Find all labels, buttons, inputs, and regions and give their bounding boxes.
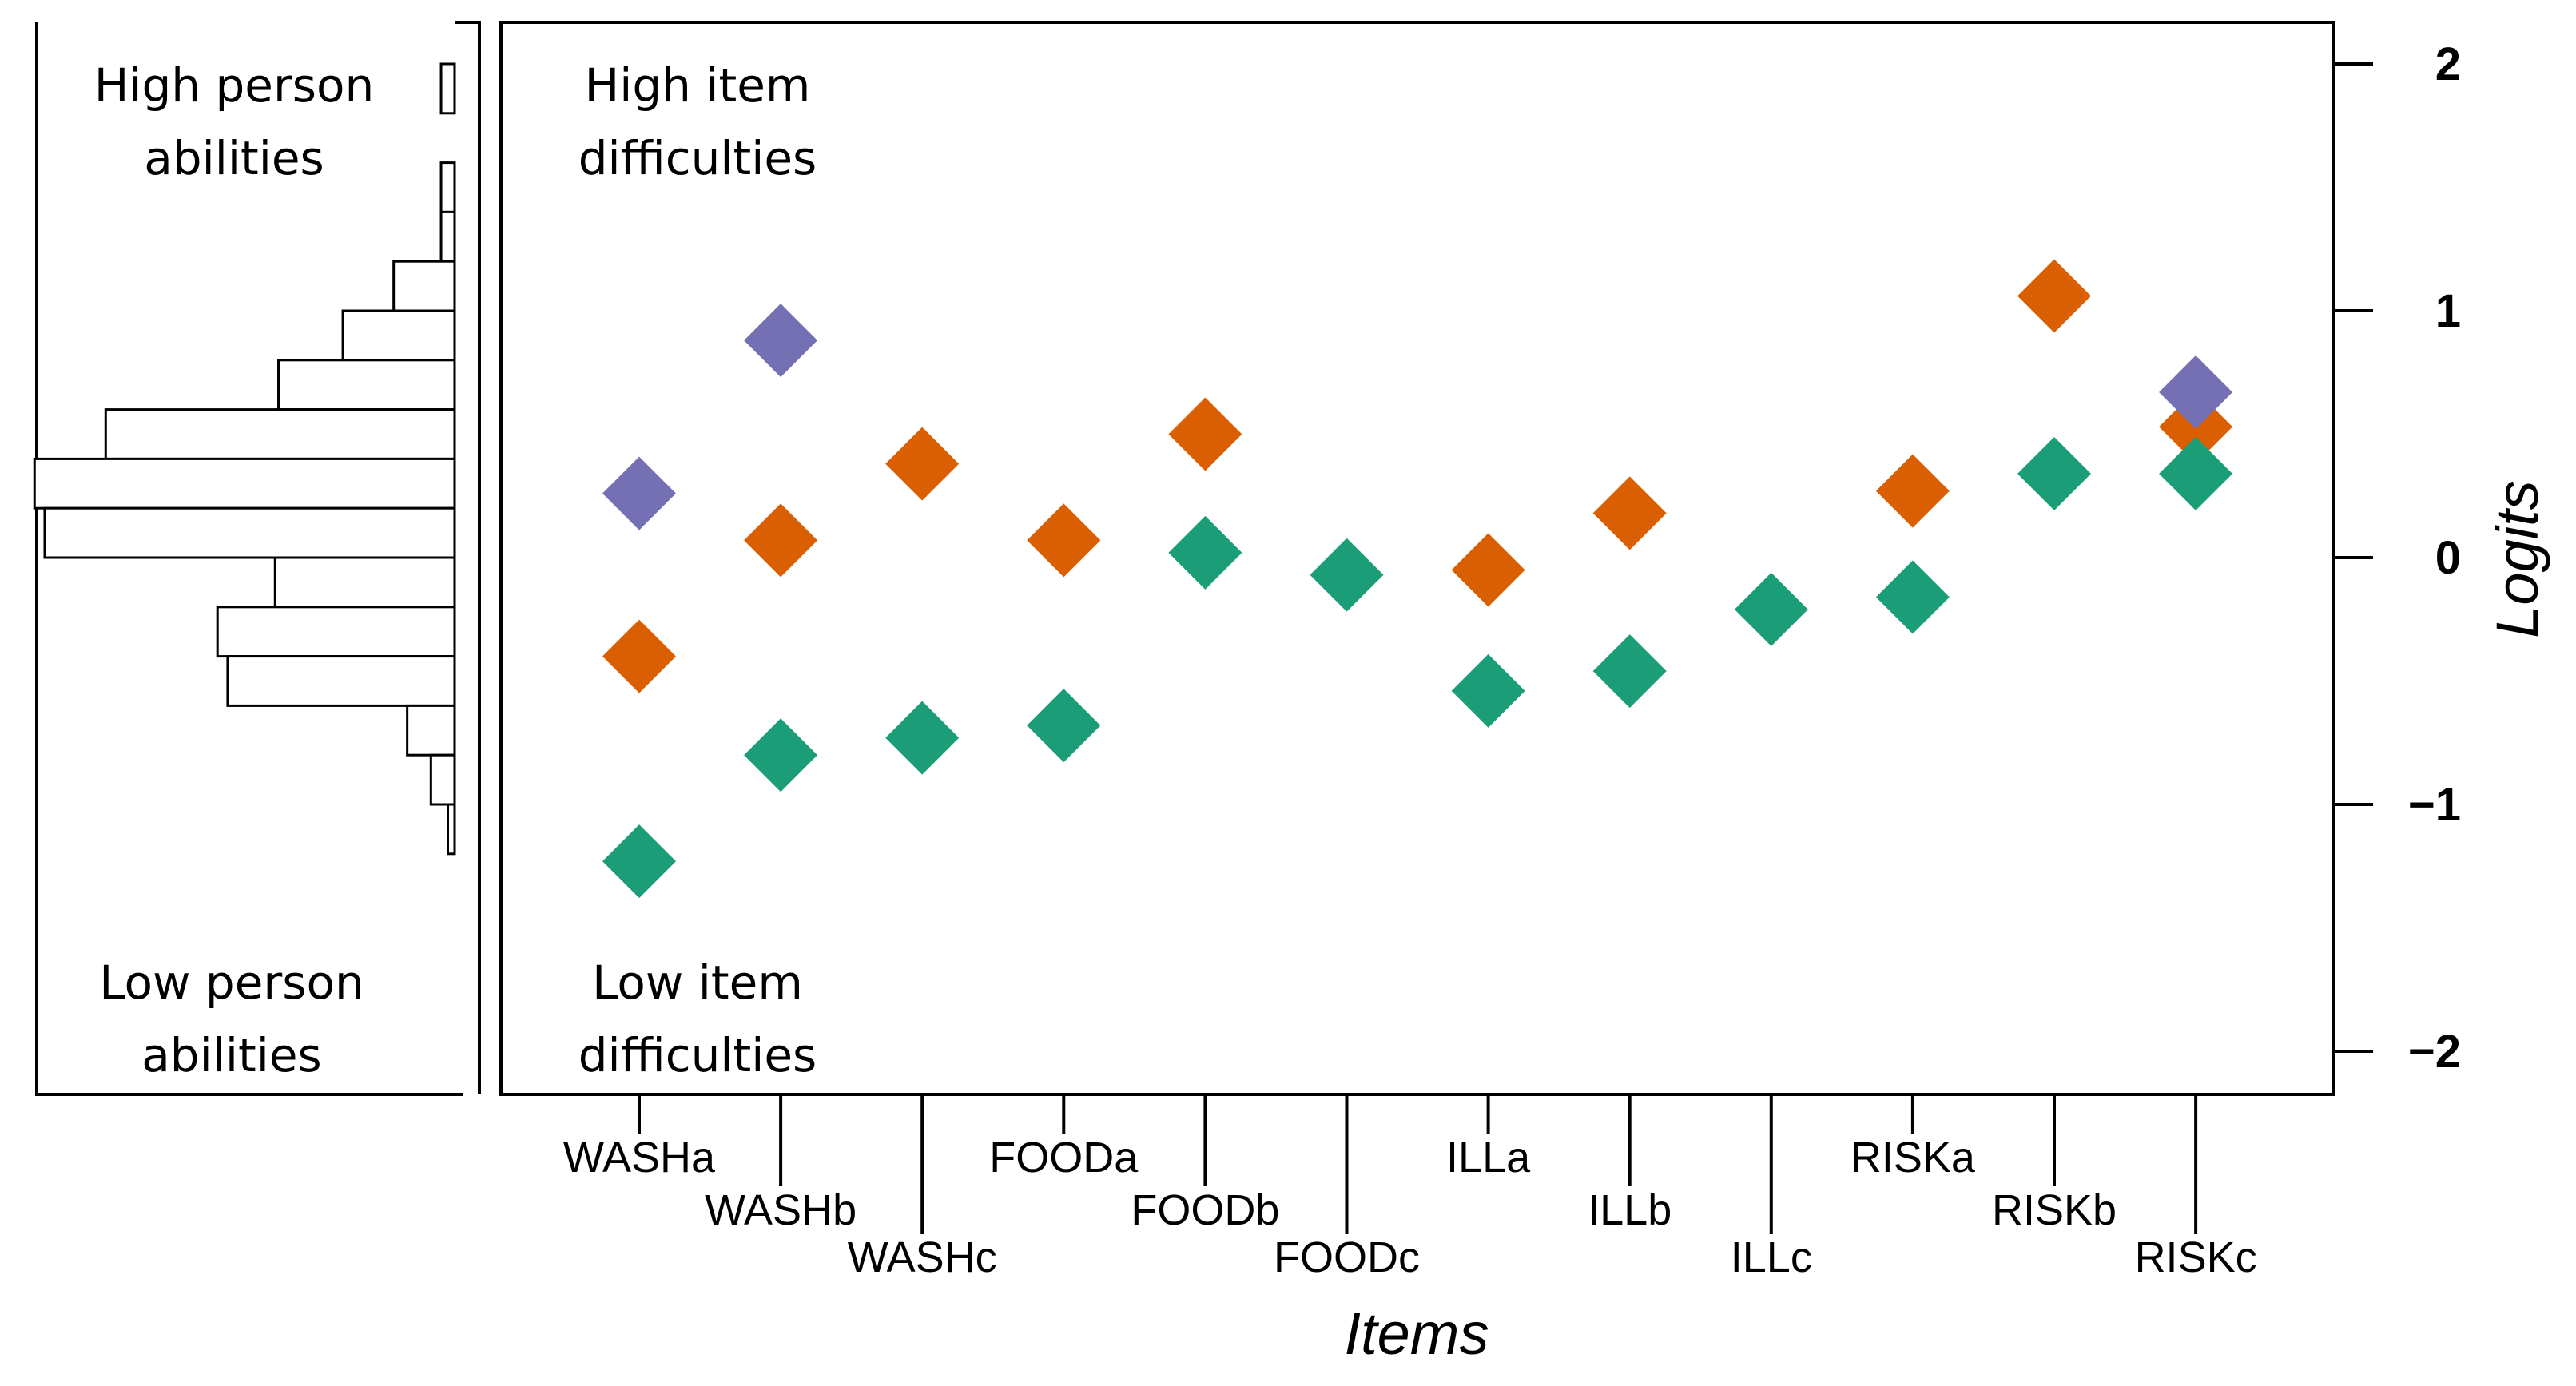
green-point-RISKb [2017,436,2091,510]
person-histogram-panel: High person abilities Low person abiliti… [33,21,481,1096]
orange-point-ILLb [1592,476,1667,550]
high-person-label-line2: abilities [144,131,324,185]
data-points [602,259,2233,899]
purple-point-WASHb [744,304,818,378]
y-tick-label: 0 [2435,532,2461,584]
x-axis-title: Items [1345,1301,1489,1367]
y-axis-title: Logits [2484,480,2550,637]
histogram-bar [216,606,456,658]
y-tick-label: −1 [2408,779,2461,831]
green-point-FOODc [1310,538,1384,612]
high-item-label-line1: High item [585,58,811,113]
x-tick-label: RISKa [1851,1134,1976,1181]
orange-point-WASHb [744,503,818,578]
histogram-bar [104,408,456,460]
orange-point-ILLa [1451,533,1525,607]
purple-point-RISKc [2159,355,2233,429]
low-item-label-line2: difficulties [578,1028,817,1082]
x-tick-label: FOODb [1131,1186,1279,1234]
high-item-label-line2: difficulties [578,131,817,185]
orange-point-WASHa [602,619,676,693]
histogram-frame [35,21,481,1096]
histogram-bar [33,457,456,510]
x-tick-label: ILLc [1731,1233,1812,1281]
y-tick-label: −2 [2408,1026,2461,1078]
x-tick-label: WASHa [563,1134,716,1181]
histogram-bars [33,62,456,856]
logit-axis: 2 1 0 −1 −2 [2333,38,2461,1078]
low-person-label-line1: Low person [99,955,364,1010]
x-tick-label: ILLb [1588,1186,1672,1234]
purple-point-WASHa [602,456,676,530]
y-tick-label: 1 [2435,285,2461,337]
histogram-bar [406,704,456,757]
histogram-bar [447,803,456,856]
x-tick-label: FOODc [1274,1233,1420,1281]
green-point-ILLa [1451,653,1525,728]
green-point-RISKa [1875,560,1950,634]
green-point-ILLb [1592,634,1667,709]
high-person-label-line1: High person [94,58,375,113]
green-point-WASHa [602,824,676,899]
orange-point-WASHc [885,427,960,501]
y-tick-label: 2 [2435,38,2461,90]
histogram-bar [273,556,456,609]
histogram-bar [429,753,456,806]
x-tick-label: WASHb [705,1186,857,1234]
green-point-RISKc [2159,436,2233,510]
histogram-bar [277,359,456,411]
histogram-bar [392,260,456,312]
histogram-bar [226,655,456,707]
histogram-bar [341,309,456,362]
histogram-bar [43,506,456,559]
orange-point-FOODb [1168,397,1242,471]
low-person-label-line2: abilities [141,1028,321,1082]
orange-point-RISKa [1875,454,1950,528]
x-tick-label: ILLa [1446,1134,1531,1181]
histogram-bar [439,62,456,115]
histogram-bar [439,210,456,263]
x-tick-label: FOODa [989,1134,1139,1181]
x-tick-label: RISKb [1992,1186,2117,1234]
x-tick-label: RISKc [2135,1233,2257,1281]
orange-point-RISKb [2017,259,2091,333]
histogram-bar [439,161,456,213]
green-point-WASHb [744,718,818,792]
green-point-FOODb [1168,515,1242,590]
green-point-ILLc [1734,572,1808,646]
green-point-FOODa [1027,689,1101,763]
x-tick-label: WASHc [848,1233,997,1281]
orange-point-FOODa [1027,503,1101,578]
low-item-label-line1: Low item [592,955,803,1010]
green-point-WASHc [885,701,960,775]
